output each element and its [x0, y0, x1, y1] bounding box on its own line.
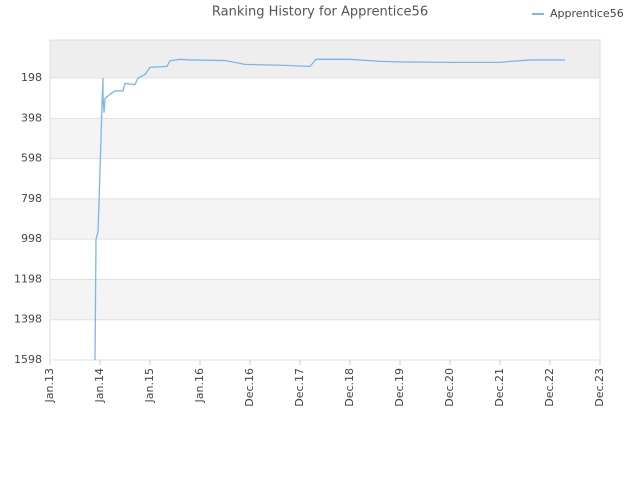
- y-tick-label: 1198: [14, 272, 42, 285]
- x-tick-label: Jan.15: [143, 368, 156, 403]
- x-tick-label: Dec.20: [443, 368, 456, 407]
- x-tick-label: Jan.16: [193, 368, 206, 403]
- line: [94, 58, 565, 361]
- plot-band: [50, 319, 600, 360]
- plot-band: [50, 118, 600, 159]
- x-tick-label: Dec.21: [493, 368, 506, 407]
- plot-band: [50, 78, 600, 119]
- x-tick-label: Dec.19: [393, 368, 406, 407]
- y-tick-label: 398: [21, 111, 42, 124]
- plot-band: [50, 198, 600, 240]
- chart-title: Ranking History for Apprentice56: [212, 5, 428, 20]
- plot-band: [50, 239, 600, 280]
- x-tick-label: Dec.18: [343, 368, 356, 407]
- plot-band: [50, 279, 600, 320]
- plot-band: [50, 158, 600, 199]
- x-tick-label: Dec.22: [543, 368, 556, 407]
- y-tick-label: 598: [21, 152, 42, 165]
- legend-label: Apprentice56: [550, 7, 624, 20]
- x-tick-label: Dec.16: [243, 368, 256, 407]
- y-tick-label: 798: [21, 192, 42, 205]
- y-tick-label: 998: [21, 232, 42, 245]
- y-tick-label: 198: [21, 71, 42, 84]
- y-tick-label: 1398: [14, 313, 42, 326]
- x-tick-label: Dec.17: [293, 368, 306, 407]
- y-tick-label: 1598: [14, 353, 42, 366]
- x-tick-label: Dec.23: [593, 368, 606, 407]
- x-tick-label: Jan.13: [43, 368, 56, 403]
- x-tick-label: Jan.14: [93, 368, 106, 403]
